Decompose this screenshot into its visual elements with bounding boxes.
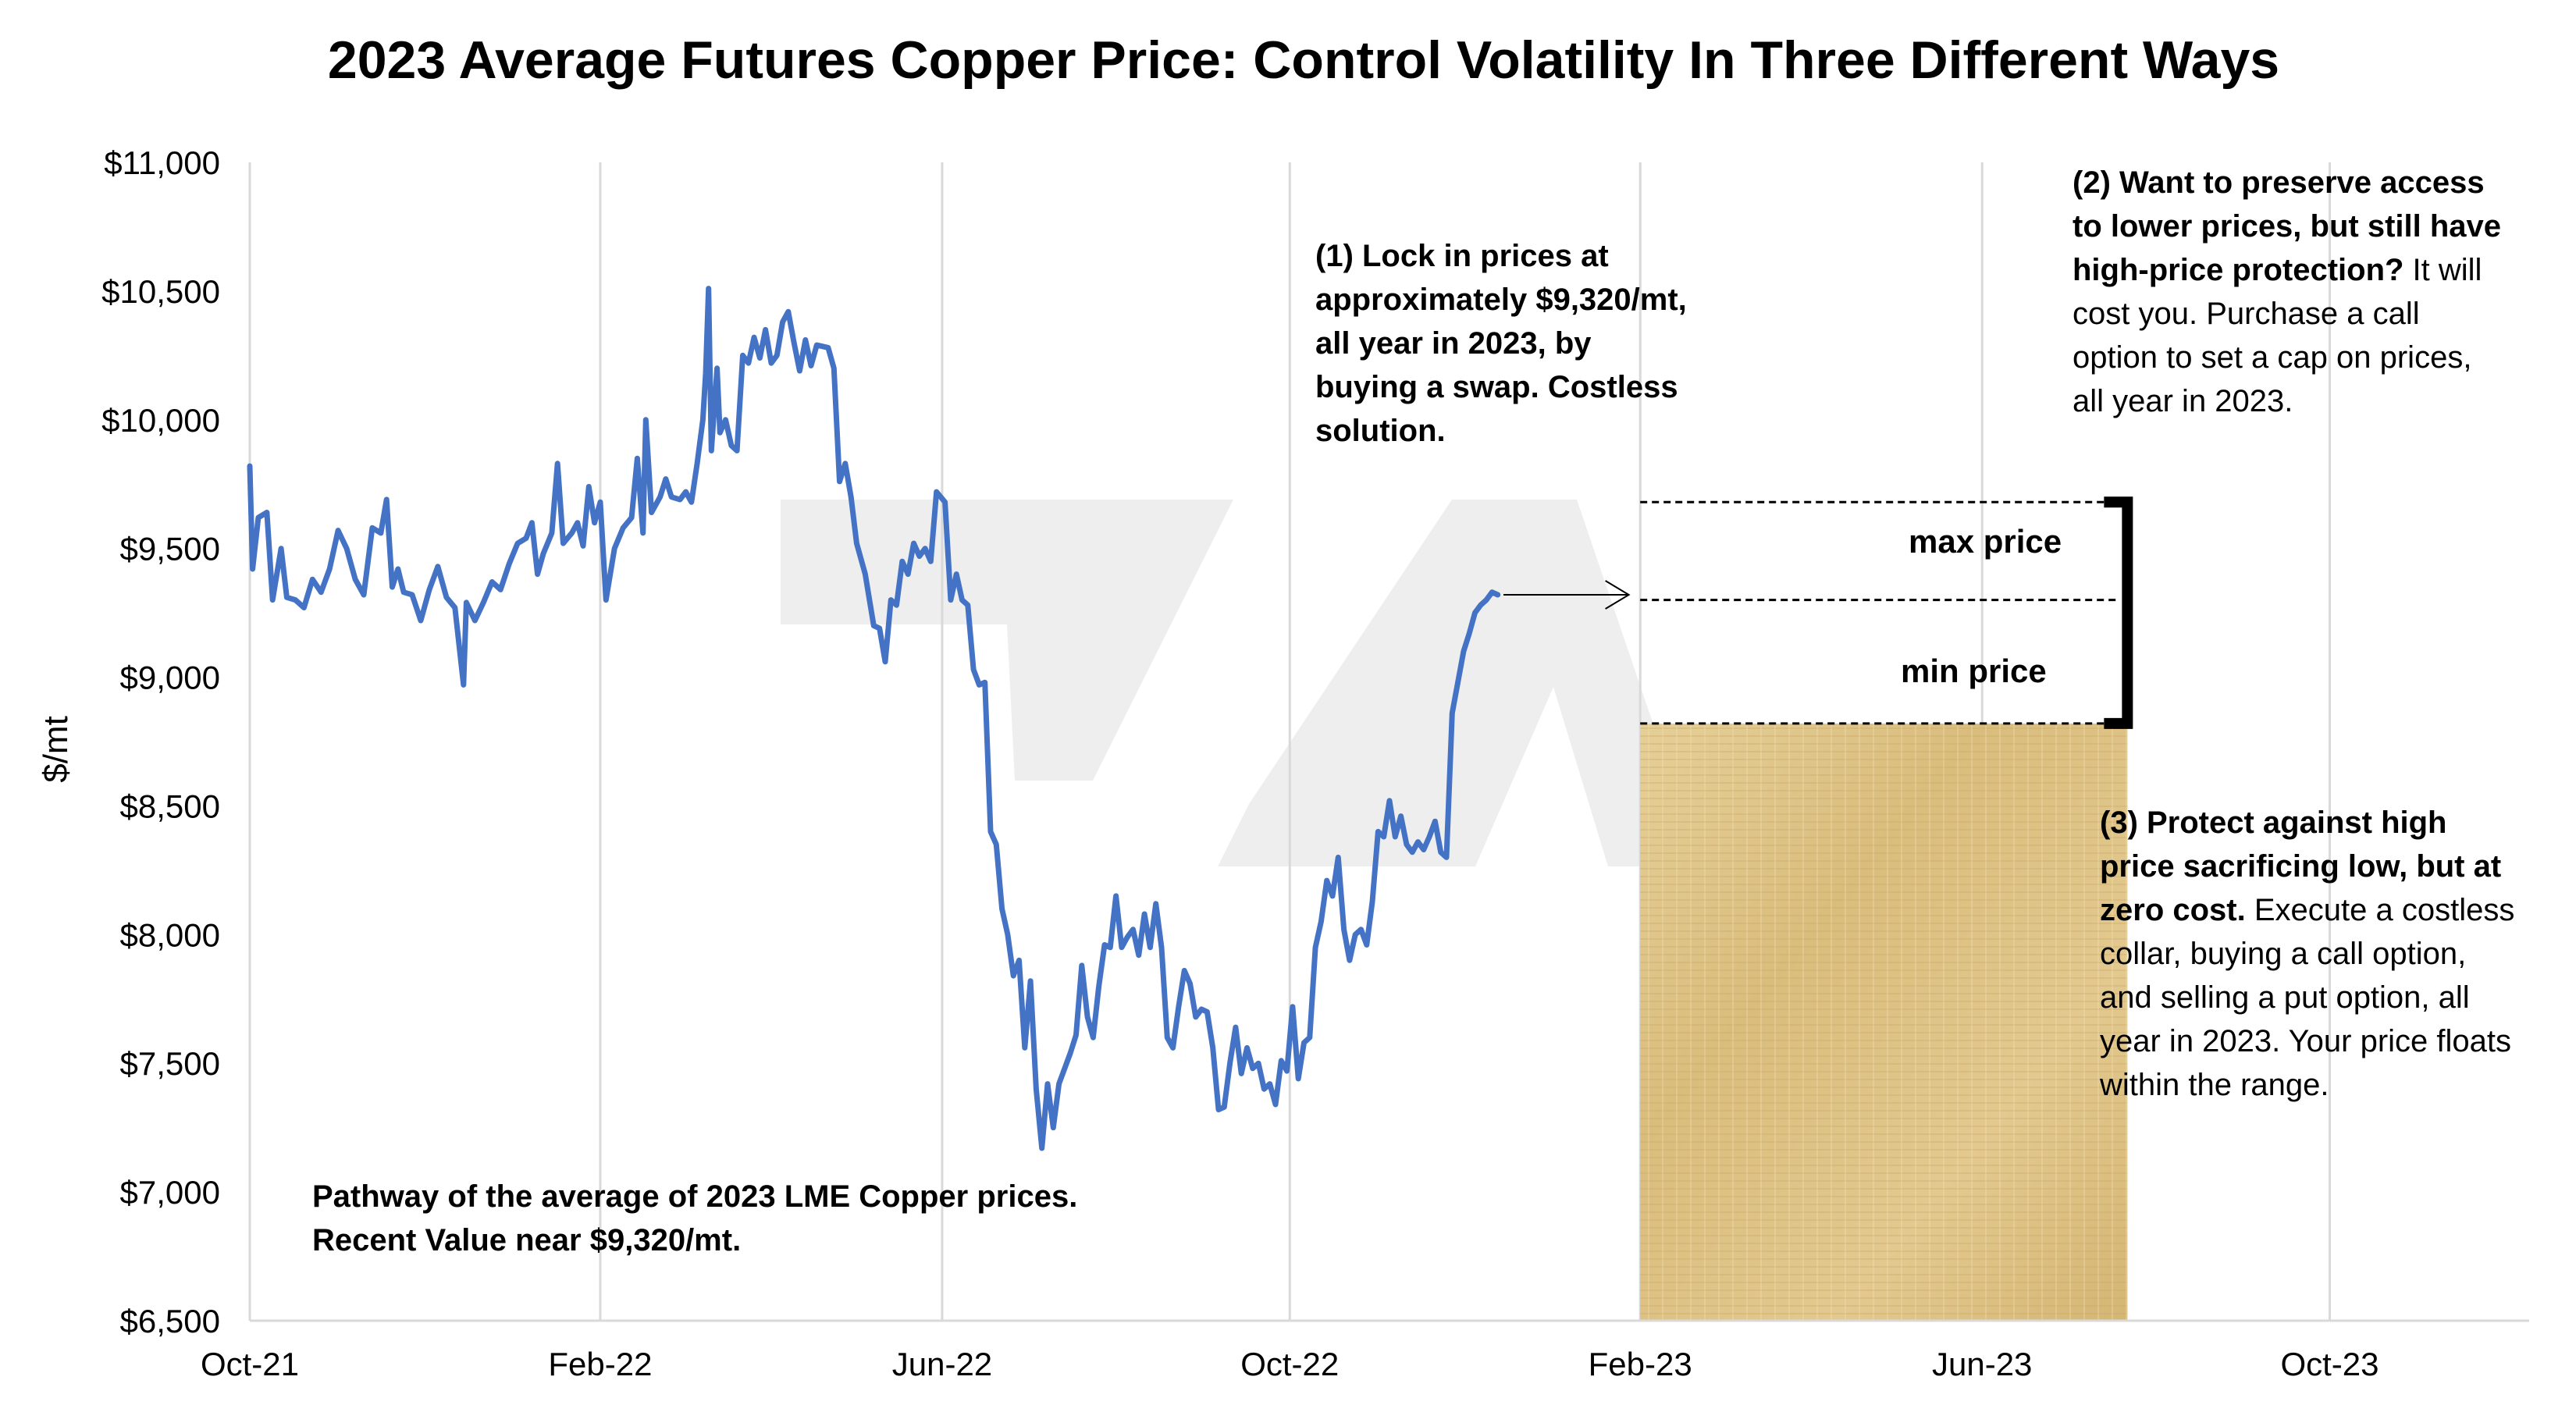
collar-heading: (3) Protect against high price sacrifici… [2100, 806, 2502, 927]
x-tick-label: Feb-22 [548, 1346, 652, 1382]
series-line-0 [247, 286, 1501, 1151]
collar-texture [1640, 723, 2128, 1321]
x-tick-label: Jun-23 [1932, 1346, 2032, 1382]
y-tick-label: $11,000 [104, 144, 220, 181]
y-tick-label: $7,000 [120, 1174, 220, 1211]
x-tick-label: Oct-22 [1240, 1346, 1339, 1382]
pathway-annotation: Pathway of the average of 2023 LME Coppe… [312, 1179, 1078, 1257]
call-option-heading: (2) Want to preserve access to lower pri… [2073, 165, 2502, 287]
chart-title: 2023 Average Futures Copper Price: Contr… [327, 30, 2280, 90]
x-tick-label: Oct-23 [2280, 1346, 2379, 1382]
y-tick-label: $8,500 [120, 788, 220, 824]
call-option-text: It will cost you. Purchase a call option… [2073, 253, 2482, 418]
y-tick-label: $10,500 [101, 273, 220, 310]
y-tick-label: $6,500 [120, 1303, 220, 1339]
series-lines [247, 286, 1501, 1151]
x-tick-label: Oct-21 [201, 1346, 299, 1382]
y-tick-label: $9,500 [120, 531, 220, 567]
arrow-head [1605, 580, 1631, 610]
axes: $6,500 $7,000 $7,500 $8,000 $8,500 $9,000 $9,5… [101, 144, 2529, 1382]
call-option-annotation: (2) Want to preserve access to lower pri… [2073, 161, 2510, 423]
collar-text: Execute a costless collar, buying a call… [2100, 893, 2515, 1102]
vertical-gridlines [248, 162, 2331, 1321]
watermark-shape-left [781, 500, 1233, 781]
collar-annotation: (3) Protect against high price sacrifici… [2100, 801, 2521, 1107]
hedge-markers [1503, 496, 2133, 729]
x-tick-label: Jun-22 [892, 1346, 992, 1382]
y-tick-label: $9,000 [120, 660, 220, 696]
y-tick-label: $8,000 [120, 916, 220, 953]
y-tick-label: $7,500 [120, 1045, 220, 1082]
x-tick-label: Feb-23 [1589, 1346, 1692, 1382]
max-price-label: max price [1909, 523, 2062, 560]
collar-region [1640, 723, 2128, 1321]
min-price-label: min price [1901, 653, 2047, 689]
y-tick-label: $10,000 [101, 402, 220, 439]
swap-annotation: (1) Lock in prices at approximately $9,3… [1315, 239, 1687, 448]
y-axis-title: $/mt [37, 716, 75, 783]
price-range-bracket [2104, 496, 2133, 729]
